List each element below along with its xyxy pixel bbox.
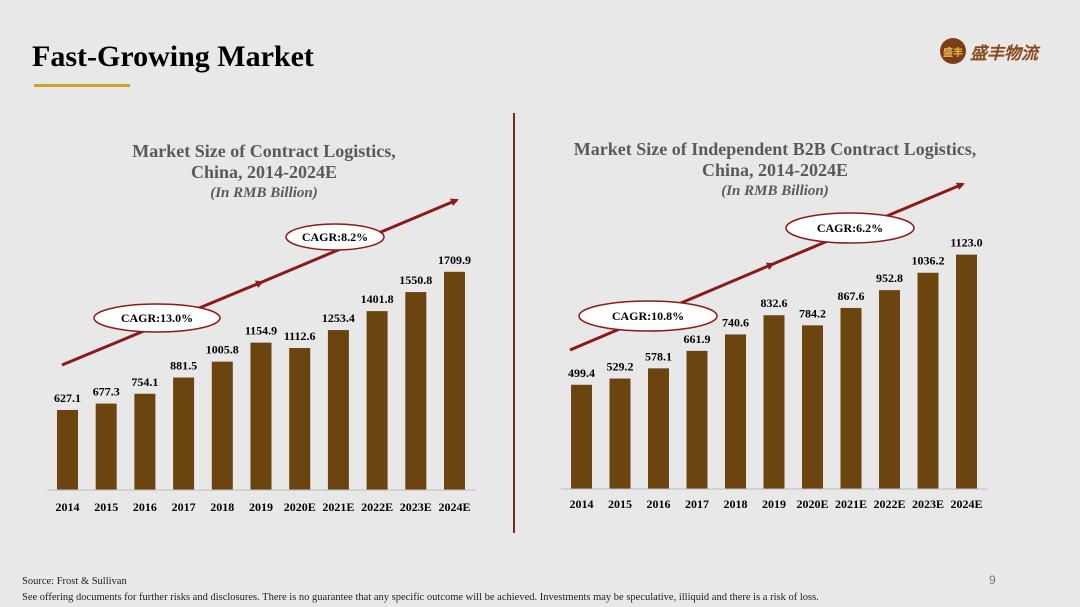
chart-2-subtitle: (In RMB Billion): [721, 183, 829, 199]
chart-2-cagr-label-1: CAGR:10.8%: [612, 309, 684, 323]
chart-1-category-label: 2014: [56, 500, 80, 514]
chart-2-title-line2: China, 2014-2024E: [701, 160, 849, 180]
chart-2-category-label: 2019: [762, 497, 786, 511]
chart-2-category-label: 2015: [608, 497, 632, 511]
chart-2-category-label: 2023E: [912, 497, 944, 511]
chart-1-value-label: 1401.8: [361, 292, 394, 306]
chart-2-bar-2018: [725, 334, 746, 489]
chart-2-title-line1: Market Size of Independent B2B Contract …: [573, 139, 977, 159]
chart-1-category-label: 2022E: [361, 500, 393, 514]
chart-2-cagr-badge-1: [578, 300, 718, 332]
chart-2-bar-2022E: [879, 290, 900, 489]
chart-2-bar-2023E: [917, 272, 939, 489]
chart-1-bar-2023E: [405, 292, 427, 490]
chart-2-value-label: 499.4: [568, 366, 595, 380]
chart-2-bar-2021E: [840, 307, 862, 489]
chart-1-bar-2022E: [366, 311, 388, 490]
chart-2-value-label: 867.6: [838, 289, 865, 303]
logo-icon: 盛丰: [940, 38, 966, 64]
chart-1-category-label: 2021E: [322, 500, 354, 514]
chart-2-value-label: 661.9: [684, 332, 711, 346]
chart-2-bar-2015: [609, 378, 631, 489]
chart-2-value-label: 1036.2: [912, 254, 945, 268]
disclaimer: See offering documents for further risks…: [22, 592, 819, 603]
chart-1-value-label: 1005.8: [206, 343, 239, 357]
chart-2-cagr-badge-2: [785, 212, 915, 244]
chart-2-category-label: 2020E: [796, 497, 828, 511]
chart-2-category-label: 2022E: [873, 497, 905, 511]
chart-1-value-label: 754.1: [131, 375, 158, 389]
chart-1-bar-2024E: [444, 271, 465, 490]
chart-1-category-label: 2015: [94, 500, 118, 514]
chart-1-value-label: 1112.6: [284, 329, 316, 343]
chart-1-bar-2014: [57, 409, 78, 490]
chart-1-value-label: 1154.9: [245, 324, 277, 338]
chart-1-value-label: 627.1: [54, 391, 81, 405]
chart-2-value-label: 578.1: [645, 349, 672, 363]
chart-1-category-label: 2016: [133, 500, 157, 514]
chart-2-category-label: 2018: [724, 497, 748, 511]
chart-1-cagr-badge-2: [285, 223, 385, 251]
chart-1-value-label: 1550.8: [399, 273, 432, 287]
chart-1-bar-2019: [250, 342, 272, 490]
chart-2-category-label: 2024E: [950, 497, 982, 511]
chart-2-bar-2016: [648, 368, 669, 489]
chart-2-bar-2024E: [956, 254, 977, 489]
chart-1-bar-2017: [173, 377, 195, 490]
company-logo: 盛丰 盛丰物流: [940, 38, 1038, 64]
chart-2-value-label: 740.6: [722, 315, 749, 329]
chart-2-bar-2019: [763, 315, 785, 489]
chart-2-value-label: 784.2: [799, 306, 826, 320]
source-note: Source: Frost & Sullivan: [22, 576, 127, 587]
chart-1-category-label: 2017: [172, 500, 196, 514]
chart-1-value-label: 881.5: [170, 359, 197, 373]
title-underline: [34, 84, 130, 87]
chart-1-value-label: 1253.4: [322, 311, 355, 325]
chart-2-bar-2017: [686, 350, 708, 489]
chart-1-title: Market Size of Contract Logistics, China…: [34, 141, 494, 204]
chart-2-category-label: 2017: [685, 497, 709, 511]
chart-1-cagr-label-2: CAGR:8.2%: [302, 230, 368, 244]
chart-1-bar-2018: [211, 361, 233, 490]
chart-1-category-label: 2024E: [438, 500, 470, 514]
chart-1-category-label: 2018: [210, 500, 234, 514]
page-number: 9: [989, 573, 996, 587]
chart-2-bar-2020E: [802, 325, 823, 489]
chart-1-category-label: 2020E: [284, 500, 316, 514]
chart-2-value-label: 1123.0: [950, 236, 982, 250]
chart-1-title-line1: Market Size of Contract Logistics,: [132, 141, 396, 161]
chart-1-bar-2021E: [327, 330, 349, 490]
page-title: Fast-Growing Market: [32, 40, 314, 73]
chart-2-bar-2014: [571, 384, 592, 489]
chart-1-bar-2015: [95, 403, 117, 490]
chart-1-cagr-label-1: CAGR:13.0%: [121, 311, 193, 325]
chart-1-value-label: 677.3: [93, 385, 120, 399]
chart-2-value-label: 529.2: [607, 360, 634, 374]
chart-divider: [513, 113, 515, 533]
chart-1-category-label: 2023E: [400, 500, 432, 514]
chart-2-cagr-label-2: CAGR:6.2%: [817, 221, 883, 235]
chart-2-category-label: 2021E: [835, 497, 867, 511]
chart-1-title-line2: China, 2014-2024E: [190, 162, 338, 182]
chart-2-value-label: 952.8: [876, 271, 903, 285]
chart-2-value-label: 832.6: [761, 296, 788, 310]
chart-1-value-label: 1709.9: [438, 253, 471, 267]
chart-1-bar-2016: [134, 393, 156, 490]
chart-1-cagr-badge-1: [93, 303, 221, 333]
logo-text: 盛丰物流: [970, 43, 1038, 64]
chart-1-bar-2020E: [289, 348, 311, 490]
chart-1-category-label: 2019: [249, 500, 273, 514]
chart-2-category-label: 2014: [570, 497, 594, 511]
chart-2-title: Market Size of Independent B2B Contract …: [545, 139, 1005, 202]
chart-1-subtitle: (In RMB Billion): [210, 185, 318, 201]
chart-2-category-label: 2016: [647, 497, 671, 511]
